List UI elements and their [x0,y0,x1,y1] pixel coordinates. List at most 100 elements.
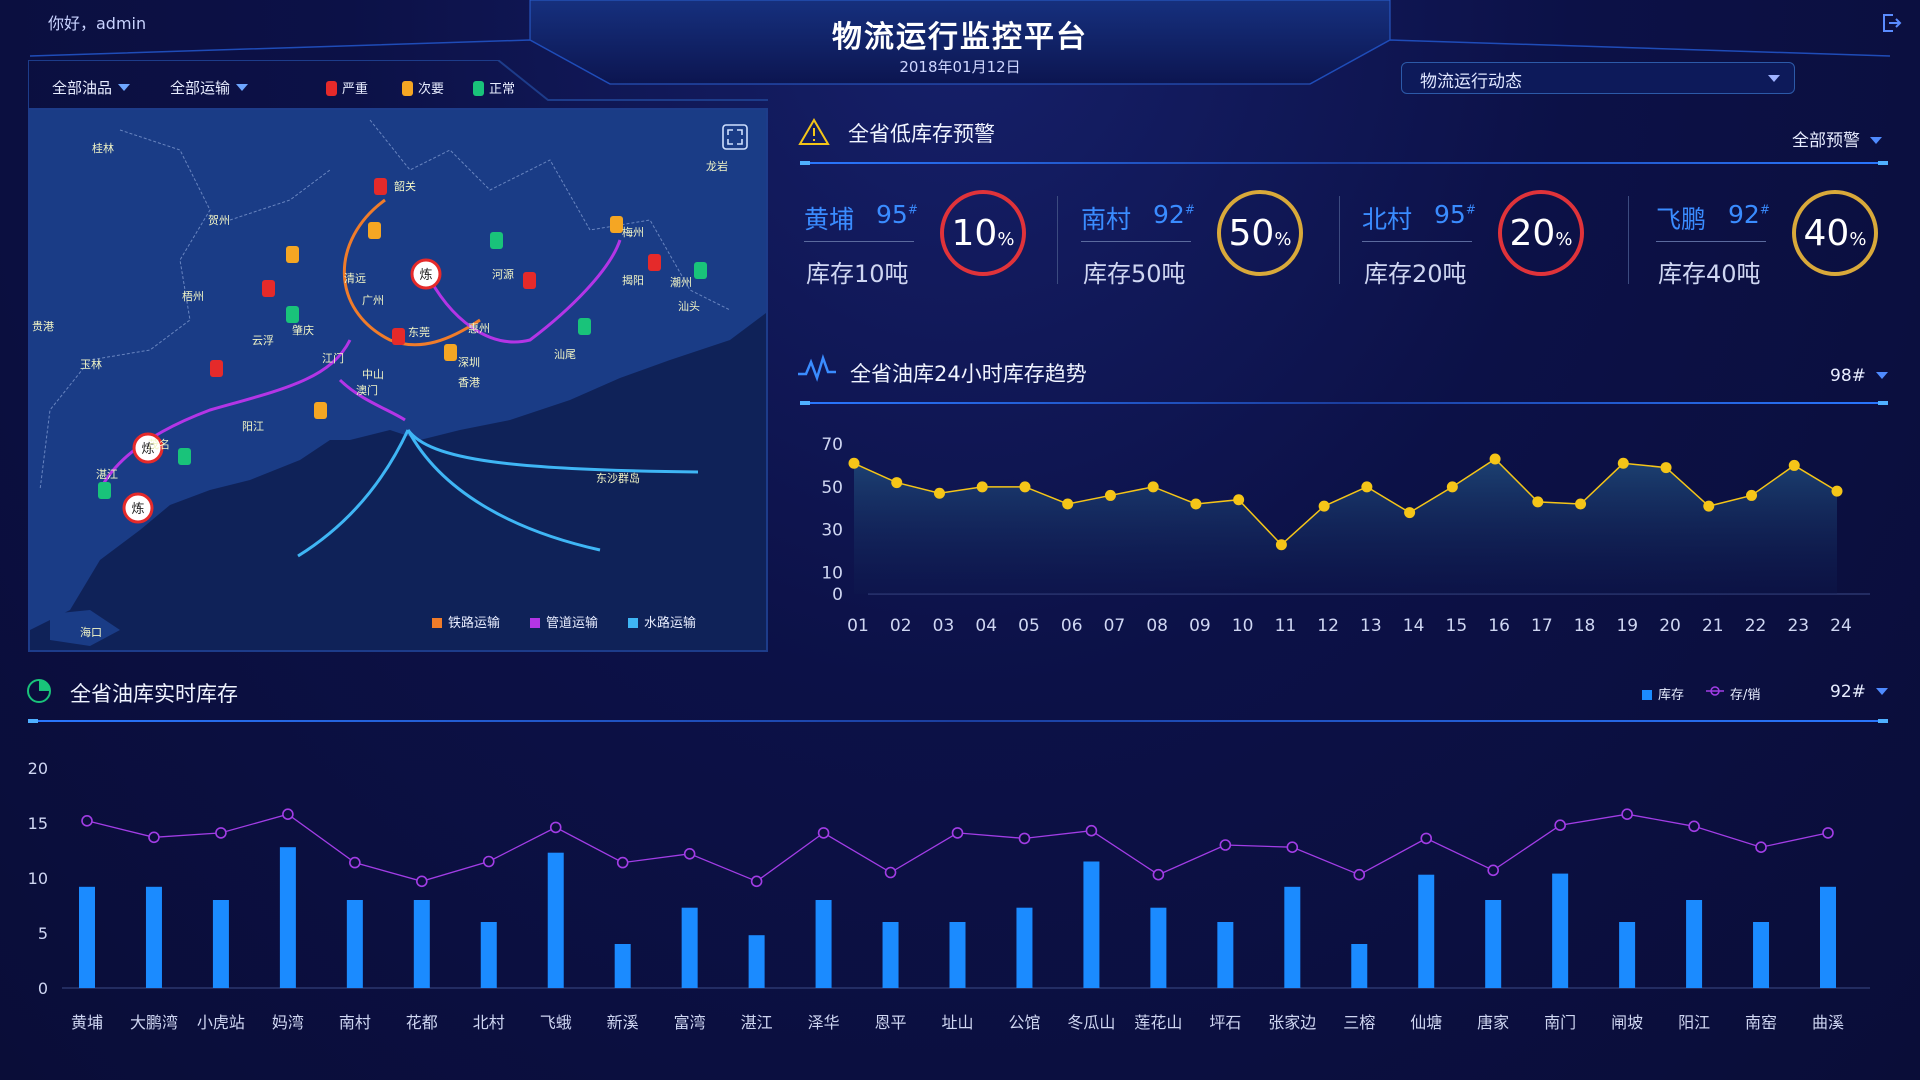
city-label: 香港 [458,376,480,389]
trend-point [1104,489,1116,501]
x-tick-label: 23 [1787,616,1809,636]
page-date: 2018年01月12日 [899,58,1021,76]
stock-percent-ring: 20% [1498,190,1584,276]
depot-marker-severe[interactable] [210,360,223,377]
ratio-point [282,808,294,820]
ratio-point [1286,841,1299,853]
y-tick-label: 5 [38,924,48,943]
trend-point [933,487,945,499]
inventory-filter-select[interactable]: 92# [1830,682,1888,702]
view-select-value: 物流运行动态 [1420,72,1522,92]
oil-filter-select[interactable]: 全部油品 [52,77,131,98]
y-tick-label: 50 [821,478,843,498]
province-borders [39,119,731,491]
stock-bar [413,900,430,988]
fullscreen-icon[interactable] [722,124,748,150]
legend-severe-label: 严重 [342,82,369,97]
depot-name: 飞鹏 [1656,205,1707,234]
oil-grade-value: 92 [1153,200,1185,229]
depot-marker-minor[interactable] [286,246,299,263]
city-label: 贺州 [208,214,230,227]
depot-name: 黄埔 [804,205,855,234]
legend-rail: 铁路运输 [432,612,500,631]
oil-grade: 95# [1434,200,1476,229]
ratio-point [549,821,562,834]
depot-marker-minor[interactable] [444,344,457,361]
depot-marker-minor[interactable] [368,222,381,239]
alerts-filter-select[interactable]: 全部预警 [1792,126,1882,151]
city-label: 澳门 [356,383,378,397]
inventory-chart: 0 5 10 15 20 黄埔 大鹏湾 小虎站 妈湾 南村 花都 北村 飞蛾 新溪 富湾 湛江 泽华 恩平 址山 公馆… [28,759,1870,1032]
alert-card[interactable]: 北村 95# 库存20吨 20% [1362,186,1632,306]
logout-icon[interactable] [1880,12,1902,34]
stock-bar [681,907,698,988]
refinery-marker[interactable]: 炼 [122,492,154,524]
trend-point [1361,481,1373,493]
trend-point [1489,453,1501,465]
depot-marker-normal[interactable] [490,232,503,249]
guangdong-map: 炼 炼 炼 桂林 韶关 龙岩 贺州 梅州 清远 河源 梧州 广州 揭阳 [30,110,766,650]
y-tick-label: 30 [821,521,843,541]
x-tick-label: 闸坡 [1611,1013,1643,1032]
trend-divider [800,401,1888,405]
alert-card[interactable]: 黄埔 95# 库存10吨 10% [804,186,1074,306]
y-tick-label: 0 [38,979,48,998]
x-tick-label: 妈湾 [272,1013,304,1032]
depot-marker-minor[interactable] [610,216,623,233]
transport-filter-select[interactable]: 全部运输 [170,77,249,98]
trend-point [1062,498,1074,510]
water-route-east [406,429,699,474]
view-select[interactable]: 物流运行动态 [1401,62,1795,94]
depot-marker-normal[interactable] [98,482,111,499]
stock-bar [1150,907,1167,988]
stock-percent: 20 [1509,213,1556,254]
depot-marker-severe[interactable] [262,280,275,297]
x-tick-label: 飞蛾 [540,1013,572,1032]
trend-point [1190,498,1202,510]
alert-card[interactable]: 飞鹏 92# 库存40吨 40% [1656,186,1920,306]
x-tick-label: 04 [975,616,997,636]
trend-filter-select[interactable]: 98# [1830,366,1888,386]
depot-marker-severe[interactable] [392,328,405,345]
depot-marker-severe[interactable] [648,254,661,271]
ratio-point [482,855,495,868]
x-tick-label: 曲溪 [1812,1013,1844,1032]
trend-point [1019,481,1031,493]
x-tick-label: 南窑 [1745,1013,1777,1032]
city-label: 梅州 [622,225,644,239]
map-canvas[interactable]: 炼 炼 炼 桂林 韶关 龙岩 贺州 梅州 清远 河源 梧州 广州 揭阳 [28,108,768,652]
depot-marker-normal[interactable] [178,448,191,465]
refinery-marker[interactable]: 炼 [410,258,442,290]
trend-area [854,459,1837,594]
x-tick-label: 01 [847,616,869,636]
depot-marker-severe[interactable] [374,178,387,195]
percent-unit: % [1849,229,1867,250]
ratio-point [1353,868,1366,881]
oil-grade-mark: # [1184,202,1195,217]
depot-marker-normal[interactable] [578,318,591,335]
stock-bar [748,935,765,988]
stock-bar [1016,907,1033,988]
depot-marker-minor[interactable] [314,402,327,419]
refinery-marker[interactable]: 炼 [132,432,164,464]
oil-grade-value: 92 [1728,200,1760,229]
legend-stock: 库存 [1642,684,1684,703]
alert-underline [1081,241,1191,242]
alert-card[interactable]: 南村 92# 库存50吨 50% [1081,186,1351,306]
chevron-down-icon [1875,688,1888,695]
depot-marker-normal[interactable] [286,306,299,323]
city-label: 广州 [362,294,384,307]
depot-marker-severe[interactable] [523,272,536,289]
oil-grade: 95# [876,200,918,229]
greeting-text: 你好，admin [48,14,147,33]
depot-marker-normal[interactable] [694,262,707,279]
pipeline-route-pearl [338,378,406,422]
refinery-label: 炼 [141,442,154,457]
stock-bar [1351,944,1368,988]
ratio-point [1688,820,1700,833]
legend-water-label: 水路运输 [644,616,697,631]
stock-percent-ring: 40% [1792,190,1878,276]
ratio-point [1554,819,1566,831]
header-frame [29,0,1891,85]
